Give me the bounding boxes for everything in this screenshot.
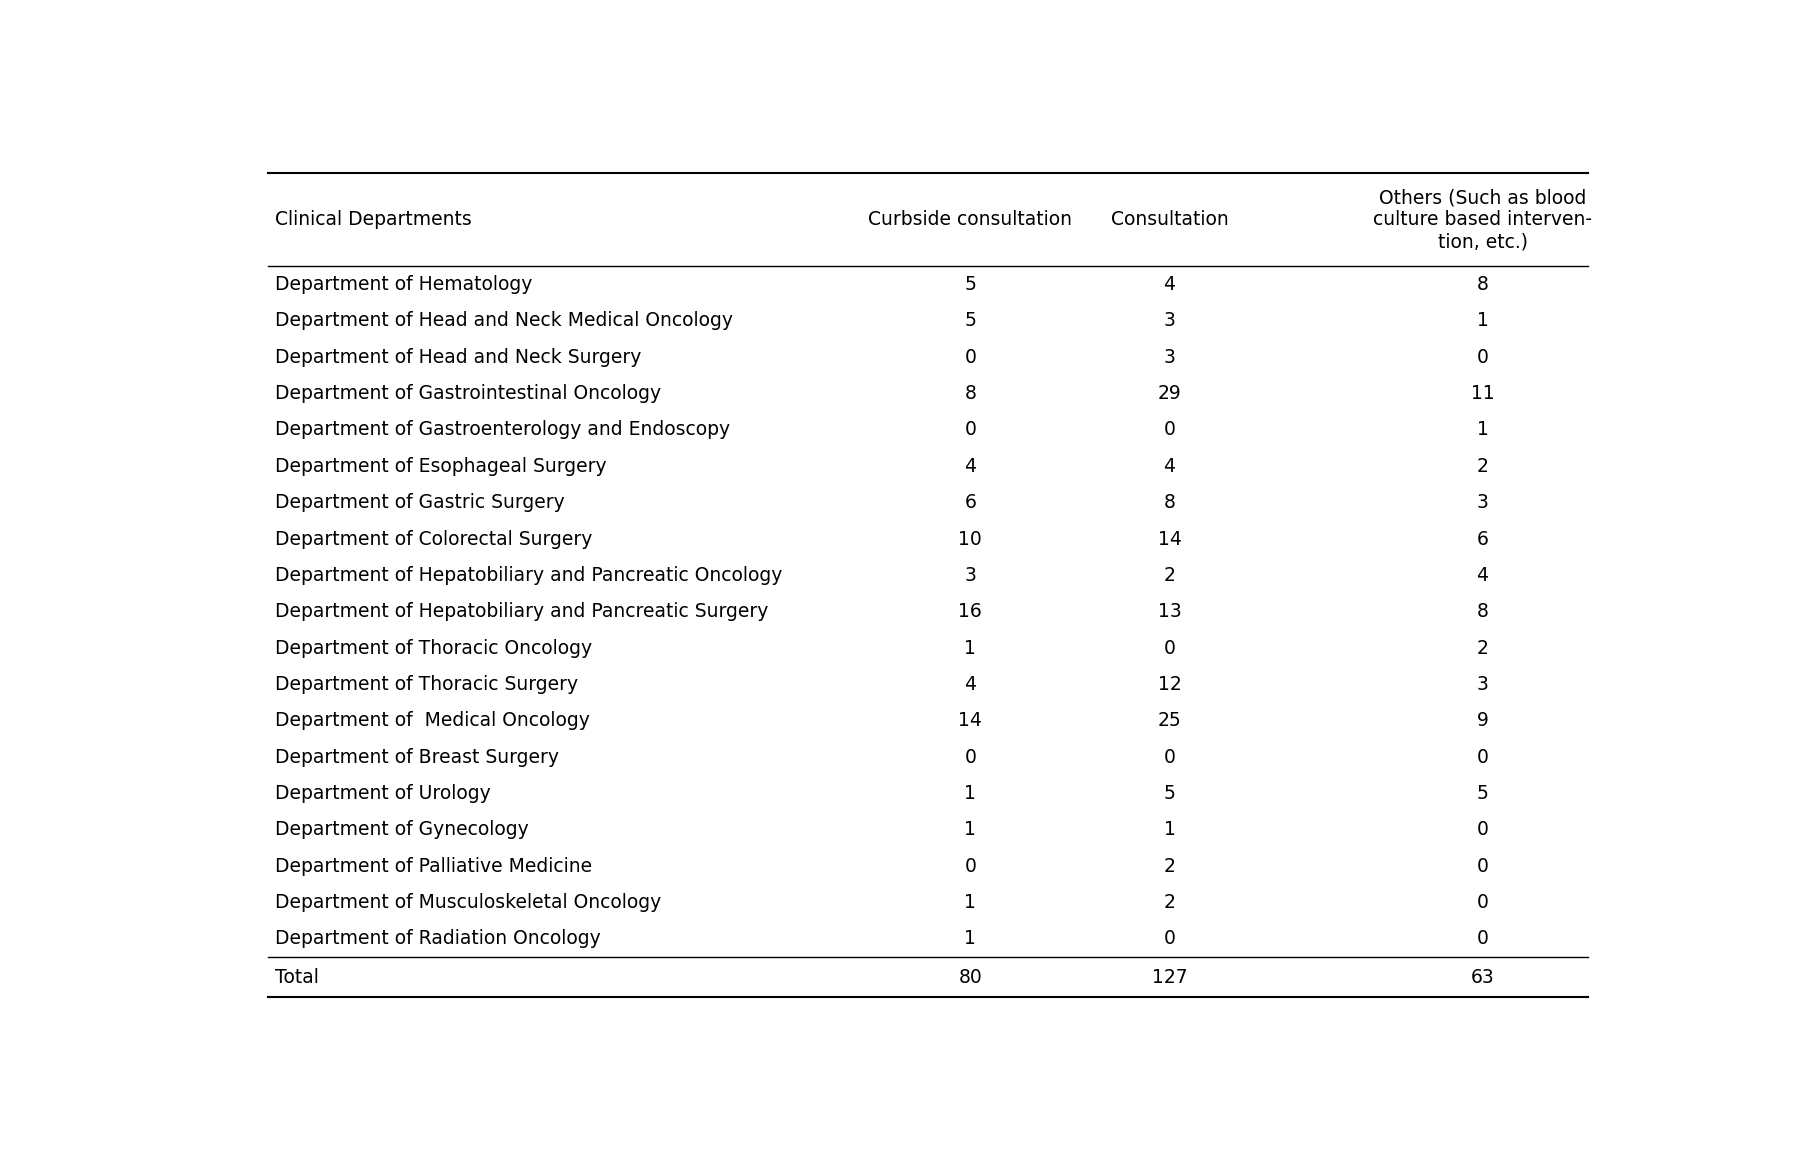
Text: 25: 25 [1157, 712, 1181, 730]
Text: Department of Colorectal Surgery: Department of Colorectal Surgery [275, 529, 592, 549]
Text: 4: 4 [963, 675, 976, 693]
Text: Department of Head and Neck Medical Oncology: Department of Head and Neck Medical Onco… [275, 312, 733, 330]
Text: 0: 0 [1476, 929, 1489, 949]
Text: 8: 8 [963, 384, 976, 404]
Text: 13: 13 [1157, 603, 1181, 621]
Text: 2: 2 [1476, 638, 1489, 658]
Text: 14: 14 [1157, 529, 1181, 549]
Text: Department of Gastric Surgery: Department of Gastric Surgery [275, 493, 565, 512]
Text: 3: 3 [1476, 493, 1489, 512]
Text: 8: 8 [1476, 275, 1489, 294]
Text: 3: 3 [963, 566, 976, 585]
Text: Consultation: Consultation [1110, 210, 1228, 229]
Text: 6: 6 [963, 493, 976, 512]
Text: 5: 5 [963, 275, 976, 294]
Text: 1: 1 [963, 894, 976, 912]
Text: 4: 4 [1163, 457, 1175, 476]
Text: 0: 0 [1476, 748, 1489, 767]
Text: 0: 0 [1164, 748, 1175, 767]
Text: 127: 127 [1152, 967, 1188, 987]
Text: Department of Palliative Medicine: Department of Palliative Medicine [275, 857, 592, 875]
Text: 4: 4 [963, 457, 976, 476]
Text: 0: 0 [1476, 347, 1489, 367]
Text: 9: 9 [1476, 712, 1489, 730]
Text: 5: 5 [1164, 784, 1175, 803]
Text: 0: 0 [1476, 857, 1489, 875]
Text: Department of Esophageal Surgery: Department of Esophageal Surgery [275, 457, 607, 476]
Text: Total: Total [275, 967, 319, 987]
Text: 10: 10 [958, 529, 982, 549]
Text: Department of Radiation Oncology: Department of Radiation Oncology [275, 929, 601, 949]
Text: Department of Thoracic Oncology: Department of Thoracic Oncology [275, 638, 592, 658]
Text: 1: 1 [963, 638, 976, 658]
Text: Department of  Medical Oncology: Department of Medical Oncology [275, 712, 590, 730]
Text: 80: 80 [958, 967, 982, 987]
Text: 6: 6 [1476, 529, 1489, 549]
Text: 1: 1 [963, 784, 976, 803]
Text: 12: 12 [1157, 675, 1181, 693]
Text: Department of Breast Surgery: Department of Breast Surgery [275, 748, 560, 767]
Text: 0: 0 [1164, 421, 1175, 439]
Text: 5: 5 [1476, 784, 1489, 803]
Text: Clinical Departments: Clinical Departments [275, 210, 473, 229]
Text: Others (Such as blood
culture based interven-
tion, etc.): Others (Such as blood culture based inte… [1373, 189, 1592, 252]
Text: Department of Gastrointestinal Oncology: Department of Gastrointestinal Oncology [275, 384, 661, 404]
Text: 8: 8 [1476, 603, 1489, 621]
Text: 0: 0 [1476, 894, 1489, 912]
Text: 0: 0 [1164, 929, 1175, 949]
Text: Department of Urology: Department of Urology [275, 784, 491, 803]
Text: 0: 0 [963, 748, 976, 767]
Text: 63: 63 [1471, 967, 1494, 987]
Text: Department of Hematology: Department of Hematology [275, 275, 532, 294]
Text: 11: 11 [1471, 384, 1494, 404]
Text: 14: 14 [958, 712, 982, 730]
Text: 4: 4 [1163, 275, 1175, 294]
Text: 5: 5 [963, 312, 976, 330]
Text: Department of Head and Neck Surgery: Department of Head and Neck Surgery [275, 347, 641, 367]
Text: Department of Thoracic Surgery: Department of Thoracic Surgery [275, 675, 580, 693]
Text: 1: 1 [963, 820, 976, 840]
Text: Department of Hepatobiliary and Pancreatic Surgery: Department of Hepatobiliary and Pancreat… [275, 603, 770, 621]
Text: 0: 0 [963, 347, 976, 367]
Text: 1: 1 [1164, 820, 1175, 840]
Text: 8: 8 [1164, 493, 1175, 512]
Text: 2: 2 [1164, 566, 1175, 585]
Text: 2: 2 [1476, 457, 1489, 476]
Text: 4: 4 [1476, 566, 1489, 585]
Text: 1: 1 [1476, 421, 1489, 439]
Text: 2: 2 [1164, 857, 1175, 875]
Text: 0: 0 [963, 857, 976, 875]
Text: 0: 0 [1164, 638, 1175, 658]
Text: Department of Hepatobiliary and Pancreatic Oncology: Department of Hepatobiliary and Pancreat… [275, 566, 782, 585]
Text: Department of Gastroenterology and Endoscopy: Department of Gastroenterology and Endos… [275, 421, 730, 439]
Text: 1: 1 [963, 929, 976, 949]
Text: Department of Musculoskeletal Oncology: Department of Musculoskeletal Oncology [275, 894, 661, 912]
Text: 0: 0 [963, 421, 976, 439]
Text: 2: 2 [1164, 894, 1175, 912]
Text: 16: 16 [958, 603, 982, 621]
Text: 0: 0 [1476, 820, 1489, 840]
Text: 3: 3 [1164, 312, 1175, 330]
Text: Department of Gynecology: Department of Gynecology [275, 820, 529, 840]
Text: 3: 3 [1476, 675, 1489, 693]
Text: 1: 1 [1476, 312, 1489, 330]
Text: 3: 3 [1164, 347, 1175, 367]
Text: Curbside consultation: Curbside consultation [867, 210, 1072, 229]
Text: 29: 29 [1157, 384, 1181, 404]
